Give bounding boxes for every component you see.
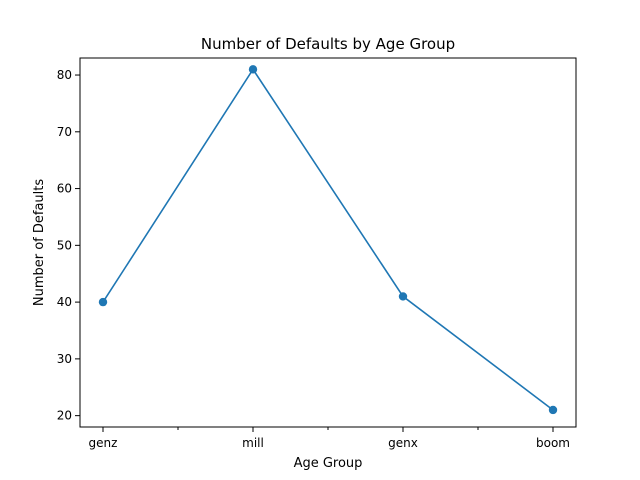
x-tick-label: genx [388, 436, 418, 450]
y-tick-label: 30 [57, 352, 72, 366]
x-axis-ticks: genz mill genx boom [89, 427, 570, 450]
x-tick-label: genz [89, 436, 118, 450]
data-point [248, 65, 258, 74]
y-tick-label: 80 [57, 68, 72, 82]
chart-title: Number of Defaults by Age Group [201, 35, 455, 53]
y-tick-label: 70 [57, 125, 72, 139]
plot-area-frame [79, 57, 577, 428]
y-tick-label: 20 [57, 409, 72, 423]
series-line [102, 67, 554, 411]
y-axis-label: Number of Defaults [32, 179, 47, 307]
y-tick-label: 50 [57, 238, 72, 252]
y-axis-ticks: 20 30 40 50 60 70 80 [57, 68, 80, 423]
y-tick-label: 40 [57, 295, 72, 309]
data-point [98, 297, 108, 307]
data-point [548, 405, 558, 415]
x-tick-label: mill [242, 436, 264, 450]
data-point [398, 292, 408, 301]
x-tick-label: boom [536, 436, 570, 450]
x-axis-label: Age Group [294, 456, 363, 471]
y-tick-label: 60 [57, 182, 72, 196]
series-points [98, 65, 558, 415]
